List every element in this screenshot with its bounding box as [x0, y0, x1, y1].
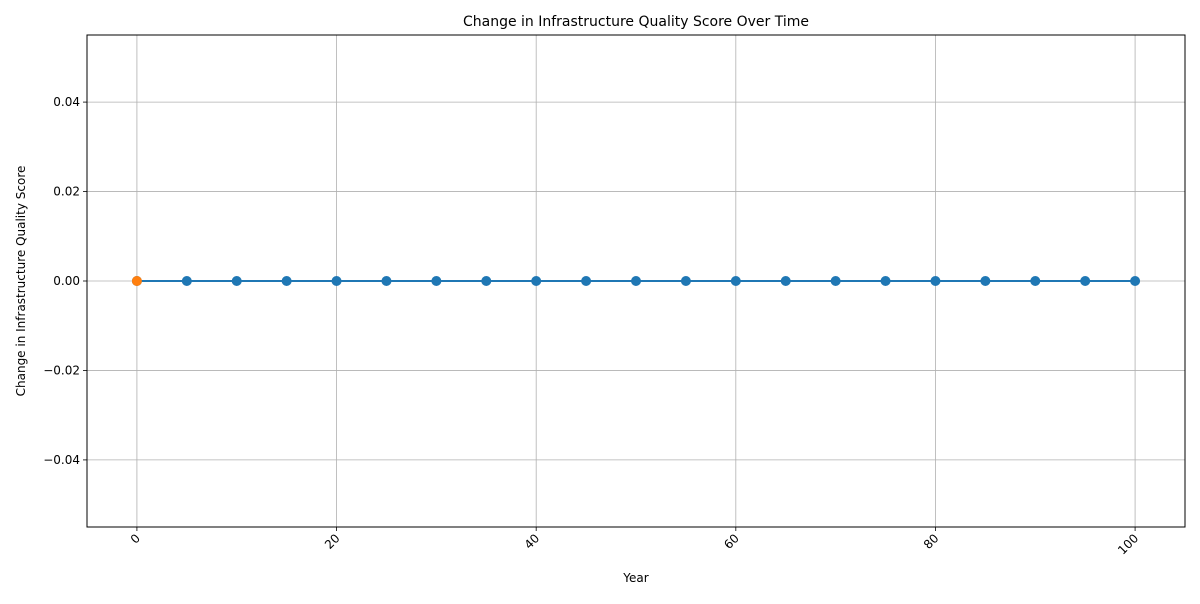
series-1-point	[181, 276, 192, 286]
y-tick-label: 0.04	[53, 95, 80, 109]
series-1-point	[231, 276, 242, 286]
series-1-point	[431, 276, 442, 286]
y-tick-label: −0.04	[43, 453, 80, 467]
series-1-point	[780, 276, 791, 286]
series-1-point	[980, 276, 991, 286]
series-1-point	[680, 276, 691, 286]
series-1-point	[631, 276, 641, 286]
y-tick-label: 0.00	[53, 274, 80, 288]
series-layer	[131, 276, 1141, 286]
x-axis-label: Year	[622, 571, 648, 585]
y-tick-label: 0.02	[53, 185, 80, 199]
chart-title: Change in Infrastructure Quality Score O…	[463, 14, 809, 30]
series-1-point	[1130, 276, 1141, 286]
series-1-point	[581, 276, 592, 286]
y-tick-label: −0.02	[43, 363, 80, 377]
series-1-point	[1080, 276, 1091, 286]
y-axis-label: Change in Infrastructure Quality Score	[14, 166, 28, 397]
series-1-point	[531, 276, 542, 286]
series-1-point	[1030, 276, 1041, 286]
series-1-point	[830, 276, 841, 286]
series-1-point	[730, 276, 741, 286]
series-1-point	[381, 276, 392, 286]
series-1-point	[481, 276, 492, 286]
y-axis-ticks: −0.04 −0.02 0.00 0.02 0.04	[43, 95, 87, 467]
series-1-point	[930, 276, 941, 286]
series-1-point	[331, 276, 342, 286]
series-1-point	[880, 276, 891, 286]
series-2-point	[131, 276, 142, 286]
series-1-point	[281, 276, 292, 286]
